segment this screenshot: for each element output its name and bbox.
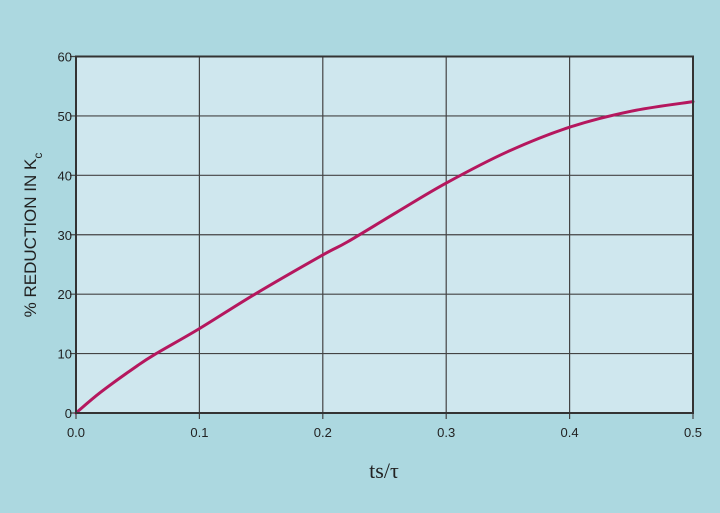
y-tick-label: 20	[58, 287, 72, 302]
y-tick-label: 40	[58, 168, 72, 183]
y-tick-label: 50	[58, 109, 72, 124]
plot-frame	[75, 55, 694, 414]
x-axis-label: ts/τ	[369, 458, 399, 483]
x-tick-label: 0.5	[684, 425, 702, 440]
series-line	[74, 100, 695, 415]
y-axis-label: % REDUCTION IN Kc	[21, 153, 45, 318]
y-tick-label: 0	[65, 406, 72, 421]
tick-labels: 0.0 0.1 0.2 0.3 0.4 0.5 0 10 20 30 40 50 60	[58, 50, 703, 441]
x-tick-label: 0.0	[67, 425, 85, 440]
x-tick-label: 0.3	[437, 425, 455, 440]
x-tick-label: 0.2	[314, 425, 332, 440]
x-tick-label: 0.1	[190, 425, 208, 440]
x-tick-label: 0.4	[561, 425, 579, 440]
y-tick-label: 60	[58, 50, 72, 65]
y-tick-label: 10	[58, 347, 72, 362]
y-tick-label: 30	[58, 228, 72, 243]
